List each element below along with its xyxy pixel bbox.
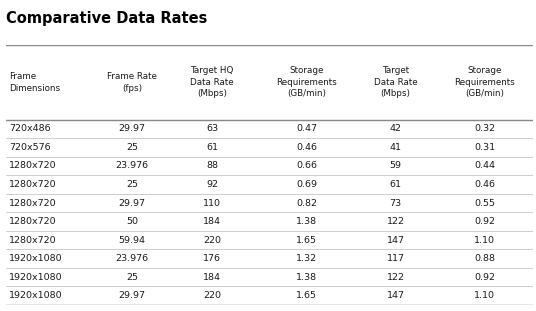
Text: 0.44: 0.44: [474, 161, 495, 170]
Text: 63: 63: [206, 124, 218, 133]
Text: 184: 184: [203, 217, 221, 226]
Text: 0.92: 0.92: [474, 217, 495, 226]
Text: 117: 117: [386, 254, 405, 263]
Text: 1.38: 1.38: [296, 217, 317, 226]
Text: 1.10: 1.10: [474, 291, 495, 300]
Text: 0.46: 0.46: [296, 143, 317, 152]
Text: 0.32: 0.32: [474, 124, 495, 133]
Text: 1280x720: 1280x720: [9, 161, 57, 170]
Text: 184: 184: [203, 272, 221, 281]
Text: 23.976: 23.976: [116, 161, 149, 170]
Text: Frame Rate
(fps): Frame Rate (fps): [107, 72, 157, 93]
Text: 220: 220: [203, 291, 221, 300]
Text: 0.82: 0.82: [296, 198, 317, 207]
Text: Target HQ
Data Rate
(Mbps): Target HQ Data Rate (Mbps): [190, 67, 234, 98]
Text: 1280x720: 1280x720: [9, 180, 57, 189]
Text: 29.97: 29.97: [119, 124, 146, 133]
Text: 176: 176: [203, 254, 221, 263]
Text: 42: 42: [390, 124, 401, 133]
Text: 220: 220: [203, 235, 221, 244]
Text: 1.10: 1.10: [474, 235, 495, 244]
Text: 147: 147: [386, 235, 405, 244]
Text: 59.94: 59.94: [119, 235, 146, 244]
Text: 1280x720: 1280x720: [9, 235, 57, 244]
Text: 1.32: 1.32: [296, 254, 317, 263]
Text: Comparative Data Rates: Comparative Data Rates: [6, 11, 208, 26]
Text: Target
Data Rate
(Mbps): Target Data Rate (Mbps): [374, 67, 418, 98]
Text: Storage
Requirements
(GB/min): Storage Requirements (GB/min): [277, 67, 337, 98]
Text: 25: 25: [126, 272, 138, 281]
Text: 1280x720: 1280x720: [9, 217, 57, 226]
Text: 50: 50: [126, 217, 138, 226]
Text: Storage
Requirements
(GB/min): Storage Requirements (GB/min): [454, 67, 515, 98]
Text: 1.38: 1.38: [296, 272, 317, 281]
Text: 29.97: 29.97: [119, 198, 146, 207]
Text: 59: 59: [390, 161, 401, 170]
Text: 1920x1080: 1920x1080: [9, 291, 63, 300]
Text: 23.976: 23.976: [116, 254, 149, 263]
Text: 61: 61: [390, 180, 401, 189]
Text: 0.92: 0.92: [474, 272, 495, 281]
Text: 61: 61: [206, 143, 218, 152]
Text: 0.47: 0.47: [296, 124, 317, 133]
Text: 0.31: 0.31: [474, 143, 495, 152]
Text: 720x576: 720x576: [9, 143, 51, 152]
Text: 1280x720: 1280x720: [9, 198, 57, 207]
Text: 92: 92: [206, 180, 218, 189]
Text: 88: 88: [206, 161, 218, 170]
Text: 1.65: 1.65: [296, 291, 317, 300]
Text: 1920x1080: 1920x1080: [9, 272, 63, 281]
Text: 25: 25: [126, 143, 138, 152]
Text: 147: 147: [386, 291, 405, 300]
Text: 1920x1080: 1920x1080: [9, 254, 63, 263]
Text: 29.97: 29.97: [119, 291, 146, 300]
Text: 122: 122: [386, 217, 405, 226]
Text: 1.65: 1.65: [296, 235, 317, 244]
Text: 122: 122: [386, 272, 405, 281]
Text: Frame
Dimensions: Frame Dimensions: [9, 72, 60, 93]
Text: 0.66: 0.66: [296, 161, 317, 170]
Text: 73: 73: [390, 198, 402, 207]
Text: 0.69: 0.69: [296, 180, 317, 189]
Text: 110: 110: [203, 198, 221, 207]
Text: 0.46: 0.46: [474, 180, 495, 189]
Text: 25: 25: [126, 180, 138, 189]
Text: 41: 41: [390, 143, 401, 152]
Text: 720x486: 720x486: [9, 124, 51, 133]
Text: 0.55: 0.55: [474, 198, 495, 207]
Text: 0.88: 0.88: [474, 254, 495, 263]
